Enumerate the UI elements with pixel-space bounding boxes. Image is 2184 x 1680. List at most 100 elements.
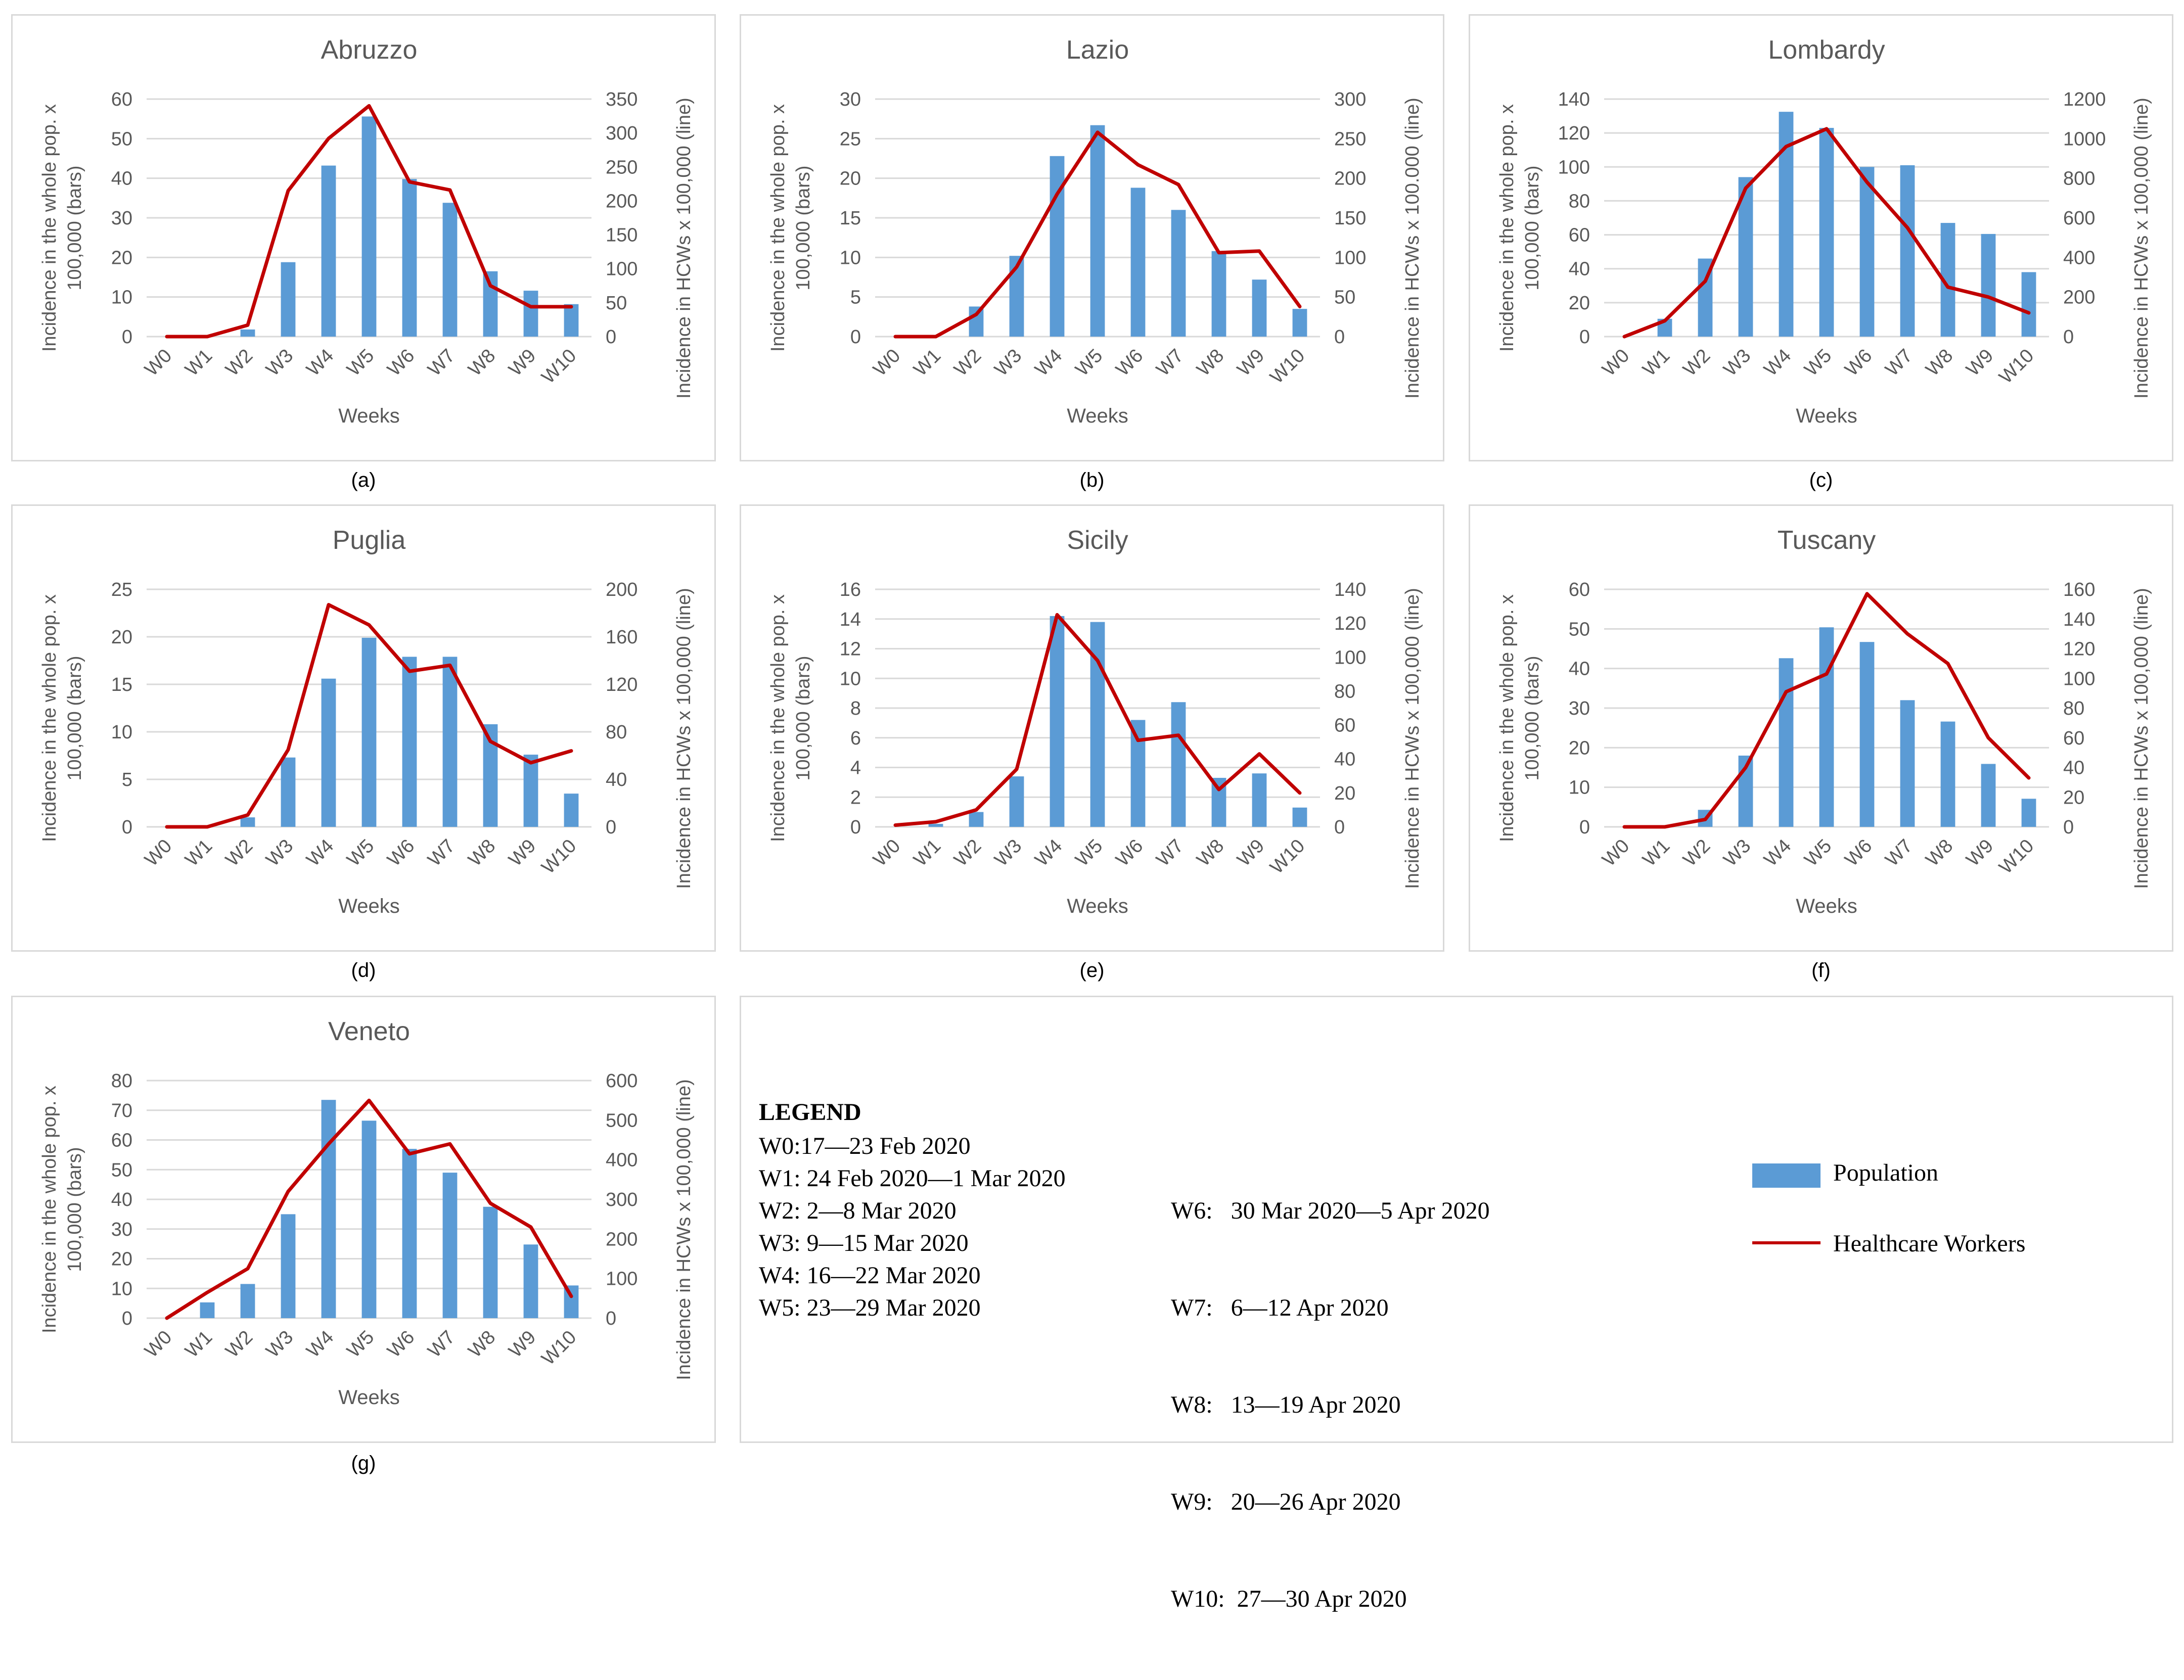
left-tick-label: 50 bbox=[111, 1159, 132, 1181]
left-tick-label: 60 bbox=[1569, 579, 1590, 600]
x-tick-label: W2 bbox=[221, 345, 257, 381]
bar-W7 bbox=[1171, 210, 1186, 337]
x-tick-label: W4 bbox=[302, 835, 338, 871]
right-axis-label: Incidence in HCWs x 100.000 (line) bbox=[1402, 98, 1423, 399]
right-tick-label: 80 bbox=[2063, 698, 2084, 719]
x-tick-label: W2 bbox=[221, 1327, 257, 1362]
bar-W5 bbox=[361, 637, 377, 827]
bar-W8 bbox=[483, 1206, 498, 1318]
x-tick-label: W6 bbox=[1841, 345, 1876, 381]
x-tick-label: W9 bbox=[1233, 835, 1268, 871]
bar-W2 bbox=[969, 306, 984, 337]
right-tick-label: 100 bbox=[606, 1269, 638, 1290]
bar-W9 bbox=[1981, 764, 1996, 827]
chart-panel-lazio: Lazio 0 5 10 15 20 25 30 0 50 100 150 200 250 300 W0 W1 W… bbox=[740, 14, 1444, 461]
left-tick-label: 5 bbox=[850, 287, 861, 308]
chart-panel-veneto: Veneto 0 10 20 30 40 50 60 70 80 0 100 200 300 400 500 6… bbox=[11, 996, 716, 1443]
x-tick-label: W7 bbox=[424, 835, 459, 871]
right-axis-label: Incidence in HCWs x 100,000 (line) bbox=[2131, 98, 2152, 399]
right-tick-label: 800 bbox=[2063, 168, 2095, 190]
legend-week-w2: W2: 2—8 Mar 2020 bbox=[759, 1197, 957, 1224]
caption-e: (e) bbox=[1079, 959, 1105, 982]
left-tick-label: 100 bbox=[1558, 157, 1590, 178]
right-tick-label: 300 bbox=[1334, 89, 1366, 110]
x-tick-label: W7 bbox=[1881, 835, 1917, 871]
x-tick-label: W8 bbox=[1922, 835, 1957, 871]
left-tick-label: 40 bbox=[111, 1189, 132, 1210]
left-tick-label: 10 bbox=[840, 247, 861, 268]
right-tick-label: 200 bbox=[1334, 168, 1366, 190]
left-tick-label: 0 bbox=[122, 326, 132, 348]
x-tick-label: W8 bbox=[1922, 345, 1957, 381]
bar-W3 bbox=[281, 757, 296, 827]
x-tick-label: W3 bbox=[1719, 345, 1755, 381]
x-tick-label: W8 bbox=[464, 345, 499, 381]
x-tick-label: W5 bbox=[343, 835, 378, 871]
bar-W5 bbox=[361, 116, 377, 337]
bar-W5 bbox=[1819, 128, 1834, 337]
x-tick-label: W4 bbox=[1760, 835, 1795, 871]
bar-W4 bbox=[1050, 616, 1065, 827]
left-tick-label: 10 bbox=[840, 668, 861, 689]
bar-W4 bbox=[321, 165, 336, 337]
bar-W7 bbox=[1171, 702, 1186, 827]
x-tick-label: W0 bbox=[1598, 345, 1633, 381]
left-tick-label: 40 bbox=[1569, 259, 1590, 280]
caption-c: (c) bbox=[1809, 469, 1833, 491]
x-tick-label: W2 bbox=[950, 835, 985, 871]
legend-week-w1: W1: 24 Feb 2020—1 Mar 2020 bbox=[759, 1165, 1066, 1192]
left-tick-label: 0 bbox=[1579, 817, 1590, 838]
x-tick-label: W10 bbox=[1266, 835, 1309, 878]
x-tick-label: W0 bbox=[141, 345, 176, 381]
bar-W10 bbox=[1292, 807, 1307, 827]
x-tick-label: W6 bbox=[1841, 835, 1876, 871]
right-tick-label: 400 bbox=[606, 1150, 638, 1171]
left-tick-label: 12 bbox=[840, 639, 861, 660]
x-tick-label: W8 bbox=[464, 1327, 499, 1362]
left-axis-label-line2: 100,000 (bars) bbox=[64, 165, 85, 290]
left-tick-label: 30 bbox=[840, 89, 861, 110]
bar-W7 bbox=[1900, 165, 1915, 337]
left-axis-label-line2: 100,000 (bars) bbox=[1522, 656, 1543, 780]
left-axis-label-line2: 100,000 (bars) bbox=[793, 165, 814, 290]
x-tick-label: W0 bbox=[869, 345, 904, 381]
x-tick-label: W6 bbox=[383, 835, 419, 871]
legend-week-w10: W10: 27—30 Apr 2020 bbox=[1171, 1585, 1407, 1612]
bar-W6 bbox=[1130, 188, 1146, 337]
bar-W6 bbox=[1130, 720, 1146, 827]
left-tick-label: 60 bbox=[1569, 225, 1590, 246]
bar-W9 bbox=[1252, 279, 1267, 337]
right-tick-label: 1000 bbox=[2063, 128, 2106, 150]
x-tick-label: W3 bbox=[262, 345, 297, 381]
left-axis-label-line2: 100,000 (bars) bbox=[64, 1147, 85, 1272]
chart-panel-tuscany: Tuscany 0 10 20 30 40 50 60 0 20 40 60 80 100 120 140 16… bbox=[1469, 504, 2173, 952]
caption-f: (f) bbox=[1811, 959, 1831, 982]
x-tick-label: W4 bbox=[1760, 345, 1795, 381]
x-tick-label: W10 bbox=[1266, 345, 1309, 388]
left-tick-label: 10 bbox=[111, 1278, 132, 1299]
x-tick-label: W8 bbox=[1193, 345, 1228, 381]
right-tick-label: 20 bbox=[2063, 787, 2084, 808]
right-tick-label: 500 bbox=[606, 1110, 638, 1131]
x-tick-label: W4 bbox=[1031, 835, 1066, 871]
left-tick-label: 0 bbox=[850, 326, 861, 348]
right-tick-label: 0 bbox=[2063, 326, 2074, 348]
x-axis-label: Weeks bbox=[1796, 405, 1857, 427]
x-tick-label: W3 bbox=[990, 835, 1026, 871]
left-tick-label: 0 bbox=[122, 1308, 132, 1329]
x-tick-label: W1 bbox=[1639, 345, 1674, 381]
left-tick-label: 6 bbox=[850, 728, 861, 749]
right-tick-label: 160 bbox=[606, 627, 638, 648]
hcw-line bbox=[1622, 127, 2031, 339]
left-tick-label: 50 bbox=[1569, 619, 1590, 640]
bar-W4 bbox=[1779, 658, 1794, 827]
chart-svg: Tuscany 0 10 20 30 40 50 60 0 20 40 60 80 100 120 140 16… bbox=[1496, 526, 2152, 917]
x-tick-label: W4 bbox=[302, 1327, 338, 1362]
right-tick-label: 100 bbox=[2063, 668, 2095, 689]
legend-population-swatch bbox=[1752, 1163, 1821, 1188]
bar-W10 bbox=[1292, 309, 1307, 337]
right-tick-label: 80 bbox=[606, 722, 627, 743]
bar-W10 bbox=[2021, 799, 2036, 827]
left-tick-label: 2 bbox=[850, 787, 861, 808]
left-tick-label: 10 bbox=[111, 287, 132, 308]
